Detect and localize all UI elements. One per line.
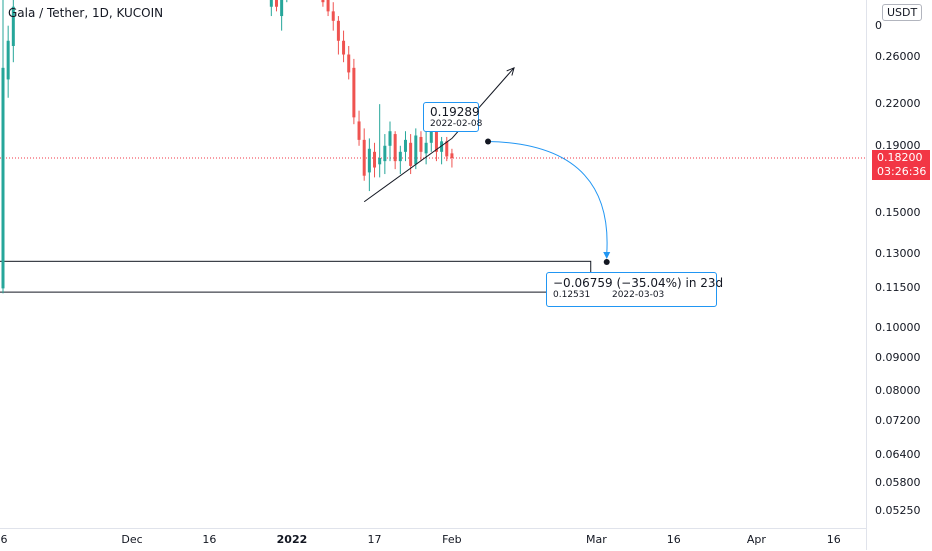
time-tick-label: 16 — [666, 533, 681, 546]
candle-body — [269, 0, 273, 7]
candle-body — [424, 142, 428, 154]
candle-body — [440, 141, 444, 152]
projection-end-point — [603, 259, 610, 265]
candle-body — [342, 40, 346, 55]
candle-body — [274, 0, 278, 7]
candle-body — [409, 142, 413, 166]
time-tick-label: 16 — [202, 533, 217, 546]
candle-body — [6, 40, 10, 80]
price-tick-label: 0.09000 — [875, 351, 921, 364]
time-tick-label: 17 — [367, 533, 382, 546]
price-tick-label: 0.10000 — [875, 321, 921, 335]
candle-body — [352, 67, 356, 118]
candle-body — [362, 139, 366, 176]
candle-body — [398, 151, 402, 162]
candle-body — [367, 148, 371, 173]
candle-body — [378, 158, 382, 165]
chart-area[interactable]: Gala / Tether, 1D, KUCOIN 0.19289 2022-0… — [0, 0, 866, 528]
price-tick-label: 0.08000 — [875, 384, 921, 398]
price-chart[interactable] — [0, 0, 866, 528]
projection-start-point — [485, 138, 492, 145]
wedge-arrow-head — [506, 66, 515, 76]
time-tick-label: Dec — [121, 533, 143, 546]
last-price-label: 0.18200 03:26:36 — [872, 150, 930, 180]
time-tick-label: 16 — [826, 533, 841, 546]
candle-body — [326, 0, 330, 12]
candle-body — [383, 145, 387, 162]
candle-body — [347, 54, 351, 73]
candle-body — [419, 136, 423, 152]
projection-note[interactable]: −0.06759 (−35.04%) in 23d 0.12531 2022-0… — [546, 272, 724, 307]
price-tick-label: 0.06400 — [875, 447, 921, 461]
candle-body — [321, 0, 325, 3]
projection-note-date: 2022-03-03 — [611, 290, 665, 300]
time-tick-label: Feb — [442, 533, 462, 546]
time-tick-label: 2022 — [276, 533, 308, 546]
price-tick-label: 0.05800 — [875, 475, 921, 489]
candle-body — [280, 0, 284, 17]
projection-note-change: −0.06759 (−35.04%) in 23d — [553, 276, 724, 290]
projection-curve — [488, 140, 608, 255]
start-note-date: 2022-02-08 — [430, 119, 483, 129]
price-tick-label: 0.11500 — [875, 281, 921, 295]
price-tick-label: 0.15000 — [875, 205, 921, 219]
candle-body — [450, 153, 454, 158]
candle-body — [429, 131, 433, 143]
time-tick-label: 6 — [0, 533, 8, 546]
candle-body — [373, 151, 377, 168]
time-axis[interactable]: 6 Dec 16 2022 17 Feb Mar 16 Apr 16 — [0, 528, 866, 551]
time-tick-label: Mar — [586, 533, 607, 546]
price-tick-label: 0.19000 — [875, 138, 921, 152]
support-zone-rect — [0, 260, 592, 293]
projection-note-details: 0.12531 2022-03-03 — [553, 290, 716, 300]
candle-body — [445, 141, 449, 157]
price-tick-label: 0.22000 — [875, 97, 921, 111]
candle-body — [331, 11, 335, 21]
candle-body — [388, 131, 392, 146]
price-tick-label: 0.26000 — [875, 49, 921, 63]
candle-body — [403, 139, 407, 152]
price-tick-label: 0 — [875, 18, 882, 32]
wedge-lower-line — [363, 137, 453, 203]
last-price-value: 0.18200 — [877, 151, 923, 164]
time-tick-label: Apr — [746, 533, 766, 546]
candle-body — [11, 6, 15, 46]
projection-arrow-head — [603, 252, 611, 259]
candle-body — [357, 121, 361, 140]
candle-body — [434, 131, 438, 152]
projection-note-price: 0.12531 — [553, 290, 591, 300]
start-price-note[interactable]: 0.19289 2022-02-08 — [423, 102, 483, 132]
price-tick-label: 0.07200 — [875, 414, 921, 428]
candle-body — [336, 20, 340, 41]
price-axis[interactable]: 00.260000.220000.190000.170000.150000.13… — [866, 0, 932, 550]
last-price-countdown: 03:26:36 — [877, 165, 927, 178]
candle-body — [393, 134, 397, 162]
chart-title: Gala / Tether, 1D, KUCOIN — [8, 6, 164, 20]
candle-body — [1, 67, 5, 289]
currency-button[interactable]: USDT — [882, 4, 923, 21]
price-tick-label: 0.13000 — [875, 246, 921, 260]
price-tick-label: 0.05250 — [875, 504, 921, 518]
start-note-price: 0.19289 — [430, 105, 480, 119]
candle-body — [414, 135, 418, 165]
